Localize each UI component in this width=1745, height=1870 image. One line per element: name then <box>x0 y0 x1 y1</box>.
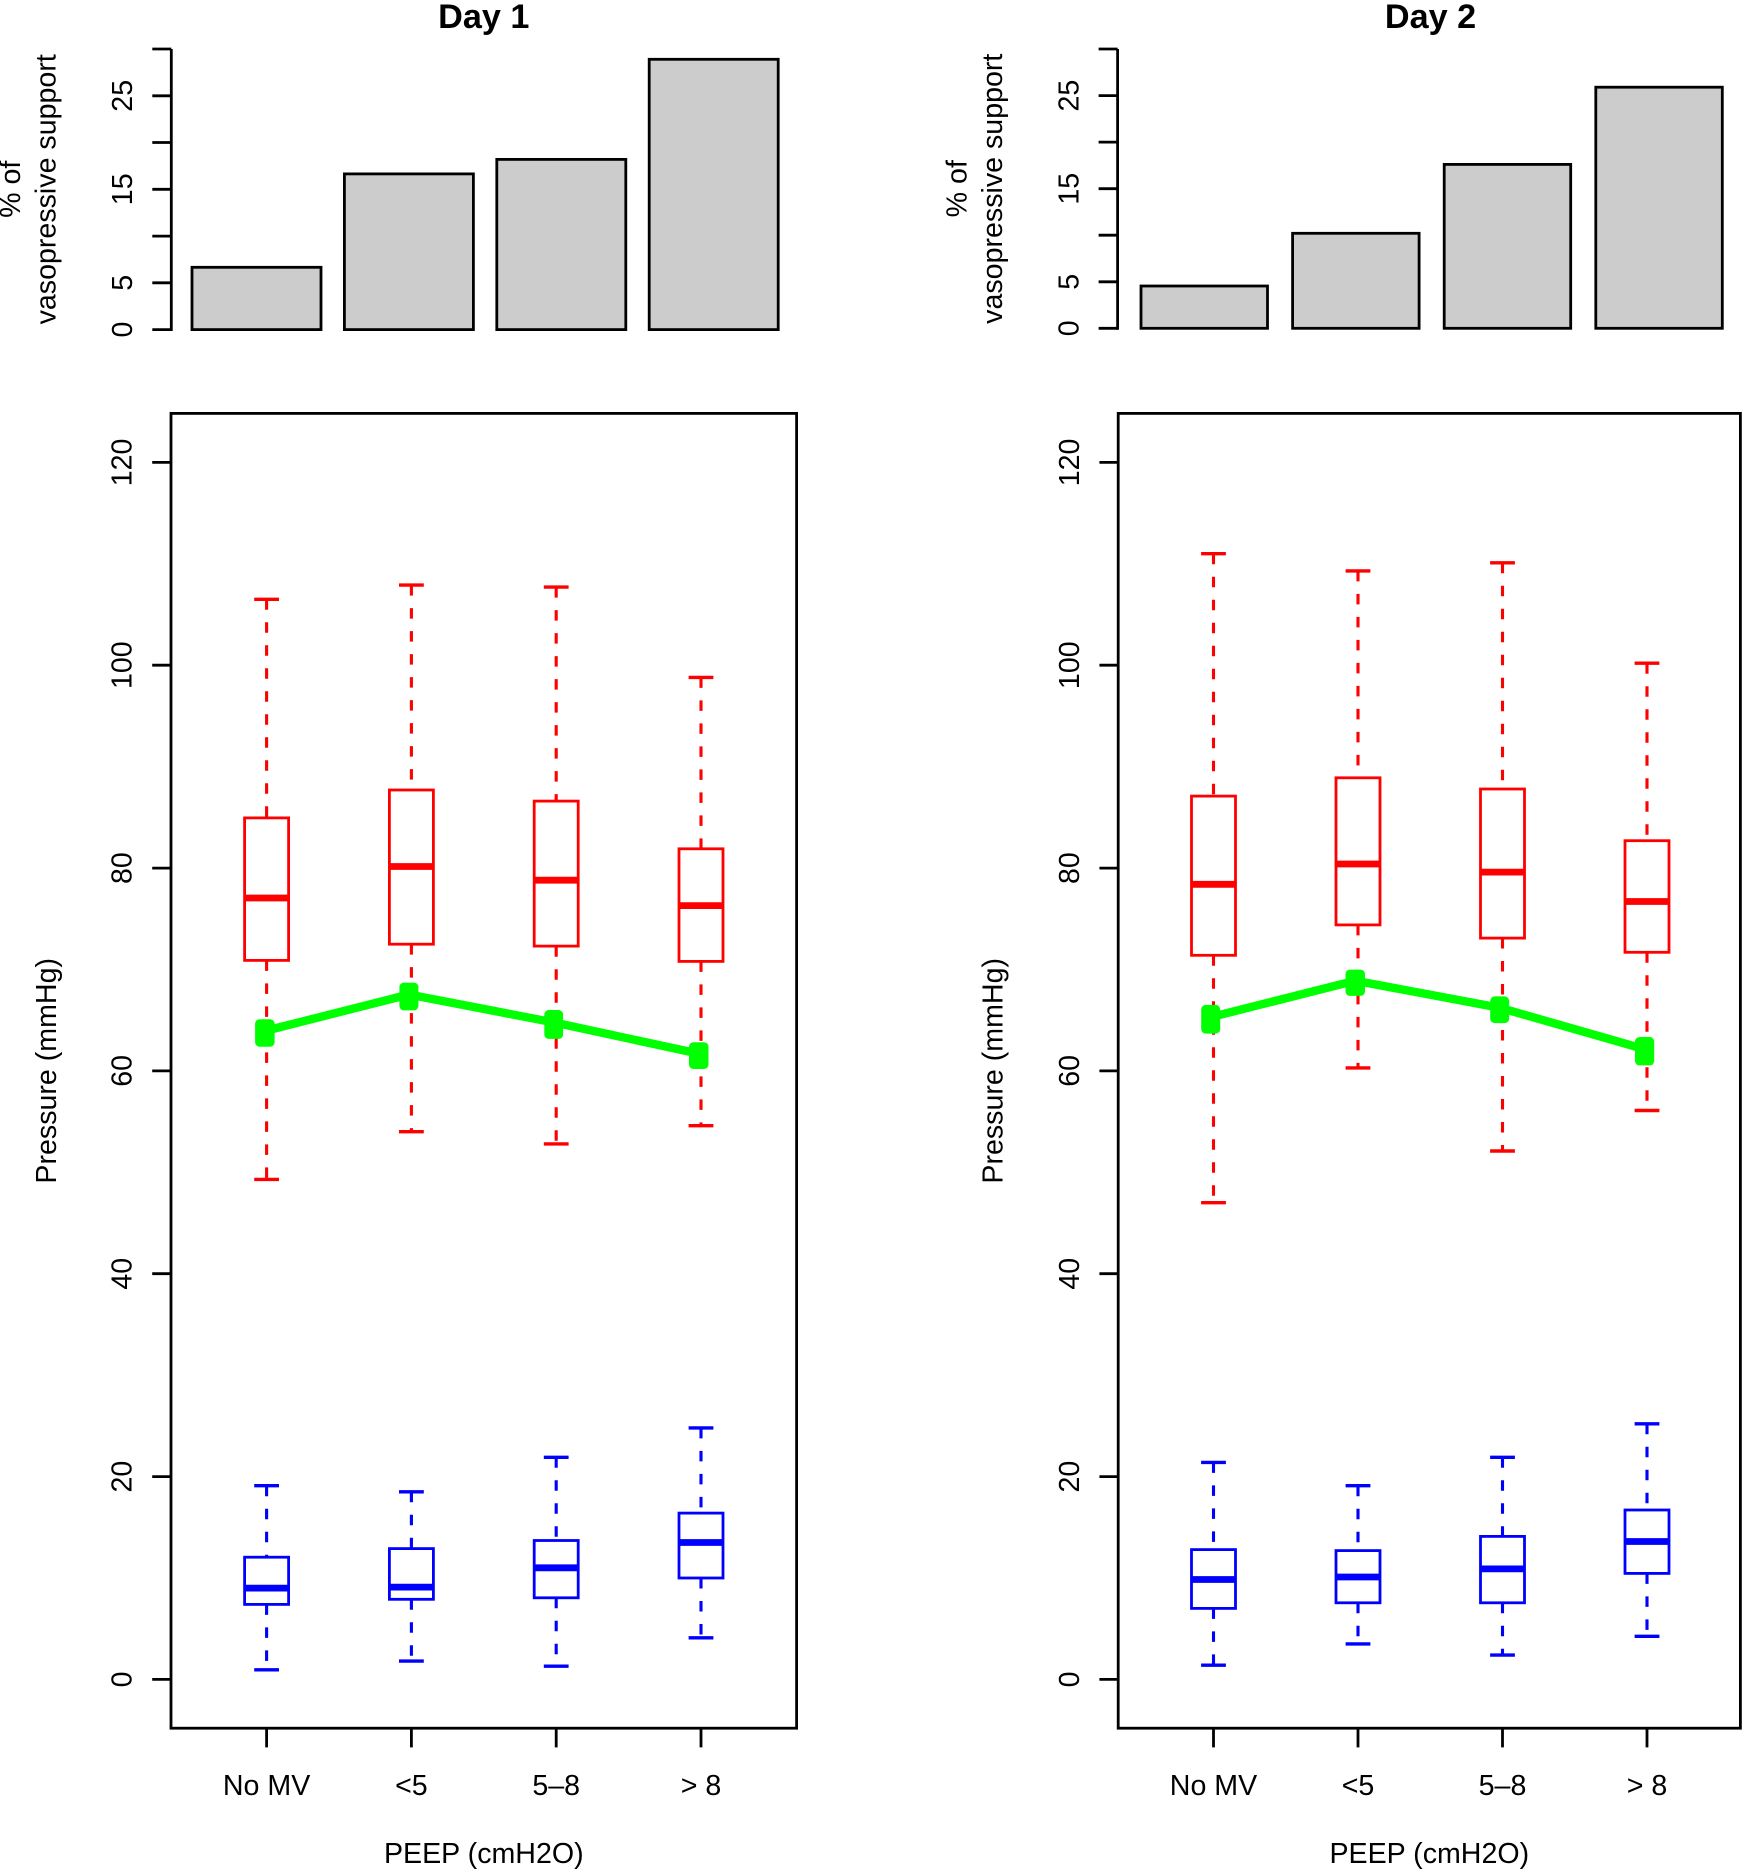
svg-text:5: 5 <box>107 275 139 291</box>
svg-text:<5: <5 <box>395 1770 428 1802</box>
svg-text:vasopressive support: vasopressive support <box>31 54 63 324</box>
svg-text:20: 20 <box>1054 1461 1086 1493</box>
svg-text:No MV: No MV <box>1170 1770 1257 1802</box>
svg-text:Pressure (mmHg): Pressure (mmHg) <box>31 958 63 1184</box>
svg-text:vasopressive support: vasopressive support <box>977 54 1009 324</box>
svg-text:80: 80 <box>107 852 139 884</box>
svg-text:No MV: No MV <box>223 1770 310 1802</box>
svg-text:% of: % of <box>941 160 973 217</box>
svg-text:Day 2: Day 2 <box>1385 0 1476 36</box>
svg-text:100: 100 <box>107 641 139 689</box>
svg-text:80: 80 <box>1054 852 1086 884</box>
svg-text:> 8: > 8 <box>681 1770 722 1802</box>
svg-text:> 8: > 8 <box>1627 1770 1668 1802</box>
svg-text:PEEP (cmH2O): PEEP (cmH2O) <box>1329 1838 1529 1870</box>
svg-text:Day 1: Day 1 <box>438 0 529 36</box>
svg-text:0: 0 <box>107 322 139 338</box>
svg-text:40: 40 <box>107 1258 139 1290</box>
svg-text:60: 60 <box>1054 1055 1086 1087</box>
svg-text:15: 15 <box>107 173 139 205</box>
svg-text:100: 100 <box>1054 641 1086 689</box>
svg-text:5–8: 5–8 <box>1479 1770 1527 1802</box>
svg-text:120: 120 <box>107 439 139 487</box>
svg-text:60: 60 <box>107 1055 139 1087</box>
svg-text:25: 25 <box>1053 80 1085 112</box>
svg-text:<5: <5 <box>1342 1770 1375 1802</box>
svg-text:0: 0 <box>1053 320 1085 336</box>
svg-text:20: 20 <box>107 1461 139 1493</box>
svg-text:5–8: 5–8 <box>532 1770 580 1802</box>
svg-text:0: 0 <box>107 1671 139 1687</box>
svg-text:25: 25 <box>107 80 139 112</box>
svg-text:Pressure (mmHg): Pressure (mmHg) <box>977 958 1009 1184</box>
svg-text:5: 5 <box>1053 274 1085 290</box>
svg-text:120: 120 <box>1054 439 1086 487</box>
svg-text:% of: % of <box>0 161 27 218</box>
svg-text:15: 15 <box>1053 173 1085 205</box>
svg-text:40: 40 <box>1054 1258 1086 1290</box>
svg-text:0: 0 <box>1054 1671 1086 1687</box>
svg-text:PEEP (cmH2O): PEEP (cmH2O) <box>384 1838 584 1870</box>
